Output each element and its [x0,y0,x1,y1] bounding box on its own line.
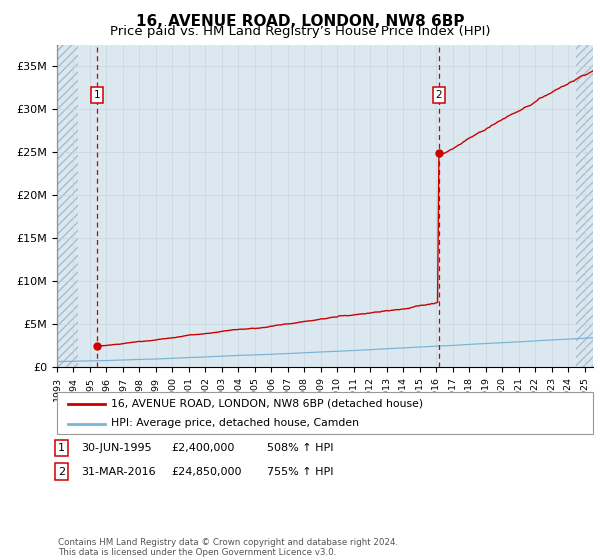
Text: 1: 1 [94,90,100,100]
Text: £2,400,000: £2,400,000 [171,443,235,453]
Text: 31-MAR-2016: 31-MAR-2016 [81,466,155,477]
Text: 30-JUN-1995: 30-JUN-1995 [81,443,152,453]
Text: 1: 1 [58,443,65,453]
Text: 16, AVENUE ROAD, LONDON, NW8 6BP (detached house): 16, AVENUE ROAD, LONDON, NW8 6BP (detach… [110,399,423,409]
Text: 2: 2 [58,466,65,477]
Text: 16, AVENUE ROAD, LONDON, NW8 6BP: 16, AVENUE ROAD, LONDON, NW8 6BP [136,14,464,29]
FancyBboxPatch shape [57,392,593,434]
Text: Price paid vs. HM Land Registry’s House Price Index (HPI): Price paid vs. HM Land Registry’s House … [110,25,490,38]
Text: 755% ↑ HPI: 755% ↑ HPI [267,466,334,477]
Text: 508% ↑ HPI: 508% ↑ HPI [267,443,334,453]
Text: 2: 2 [436,90,442,100]
Text: HPI: Average price, detached house, Camden: HPI: Average price, detached house, Camd… [110,418,359,428]
Text: Contains HM Land Registry data © Crown copyright and database right 2024.
This d: Contains HM Land Registry data © Crown c… [58,538,398,557]
Text: £24,850,000: £24,850,000 [171,466,241,477]
